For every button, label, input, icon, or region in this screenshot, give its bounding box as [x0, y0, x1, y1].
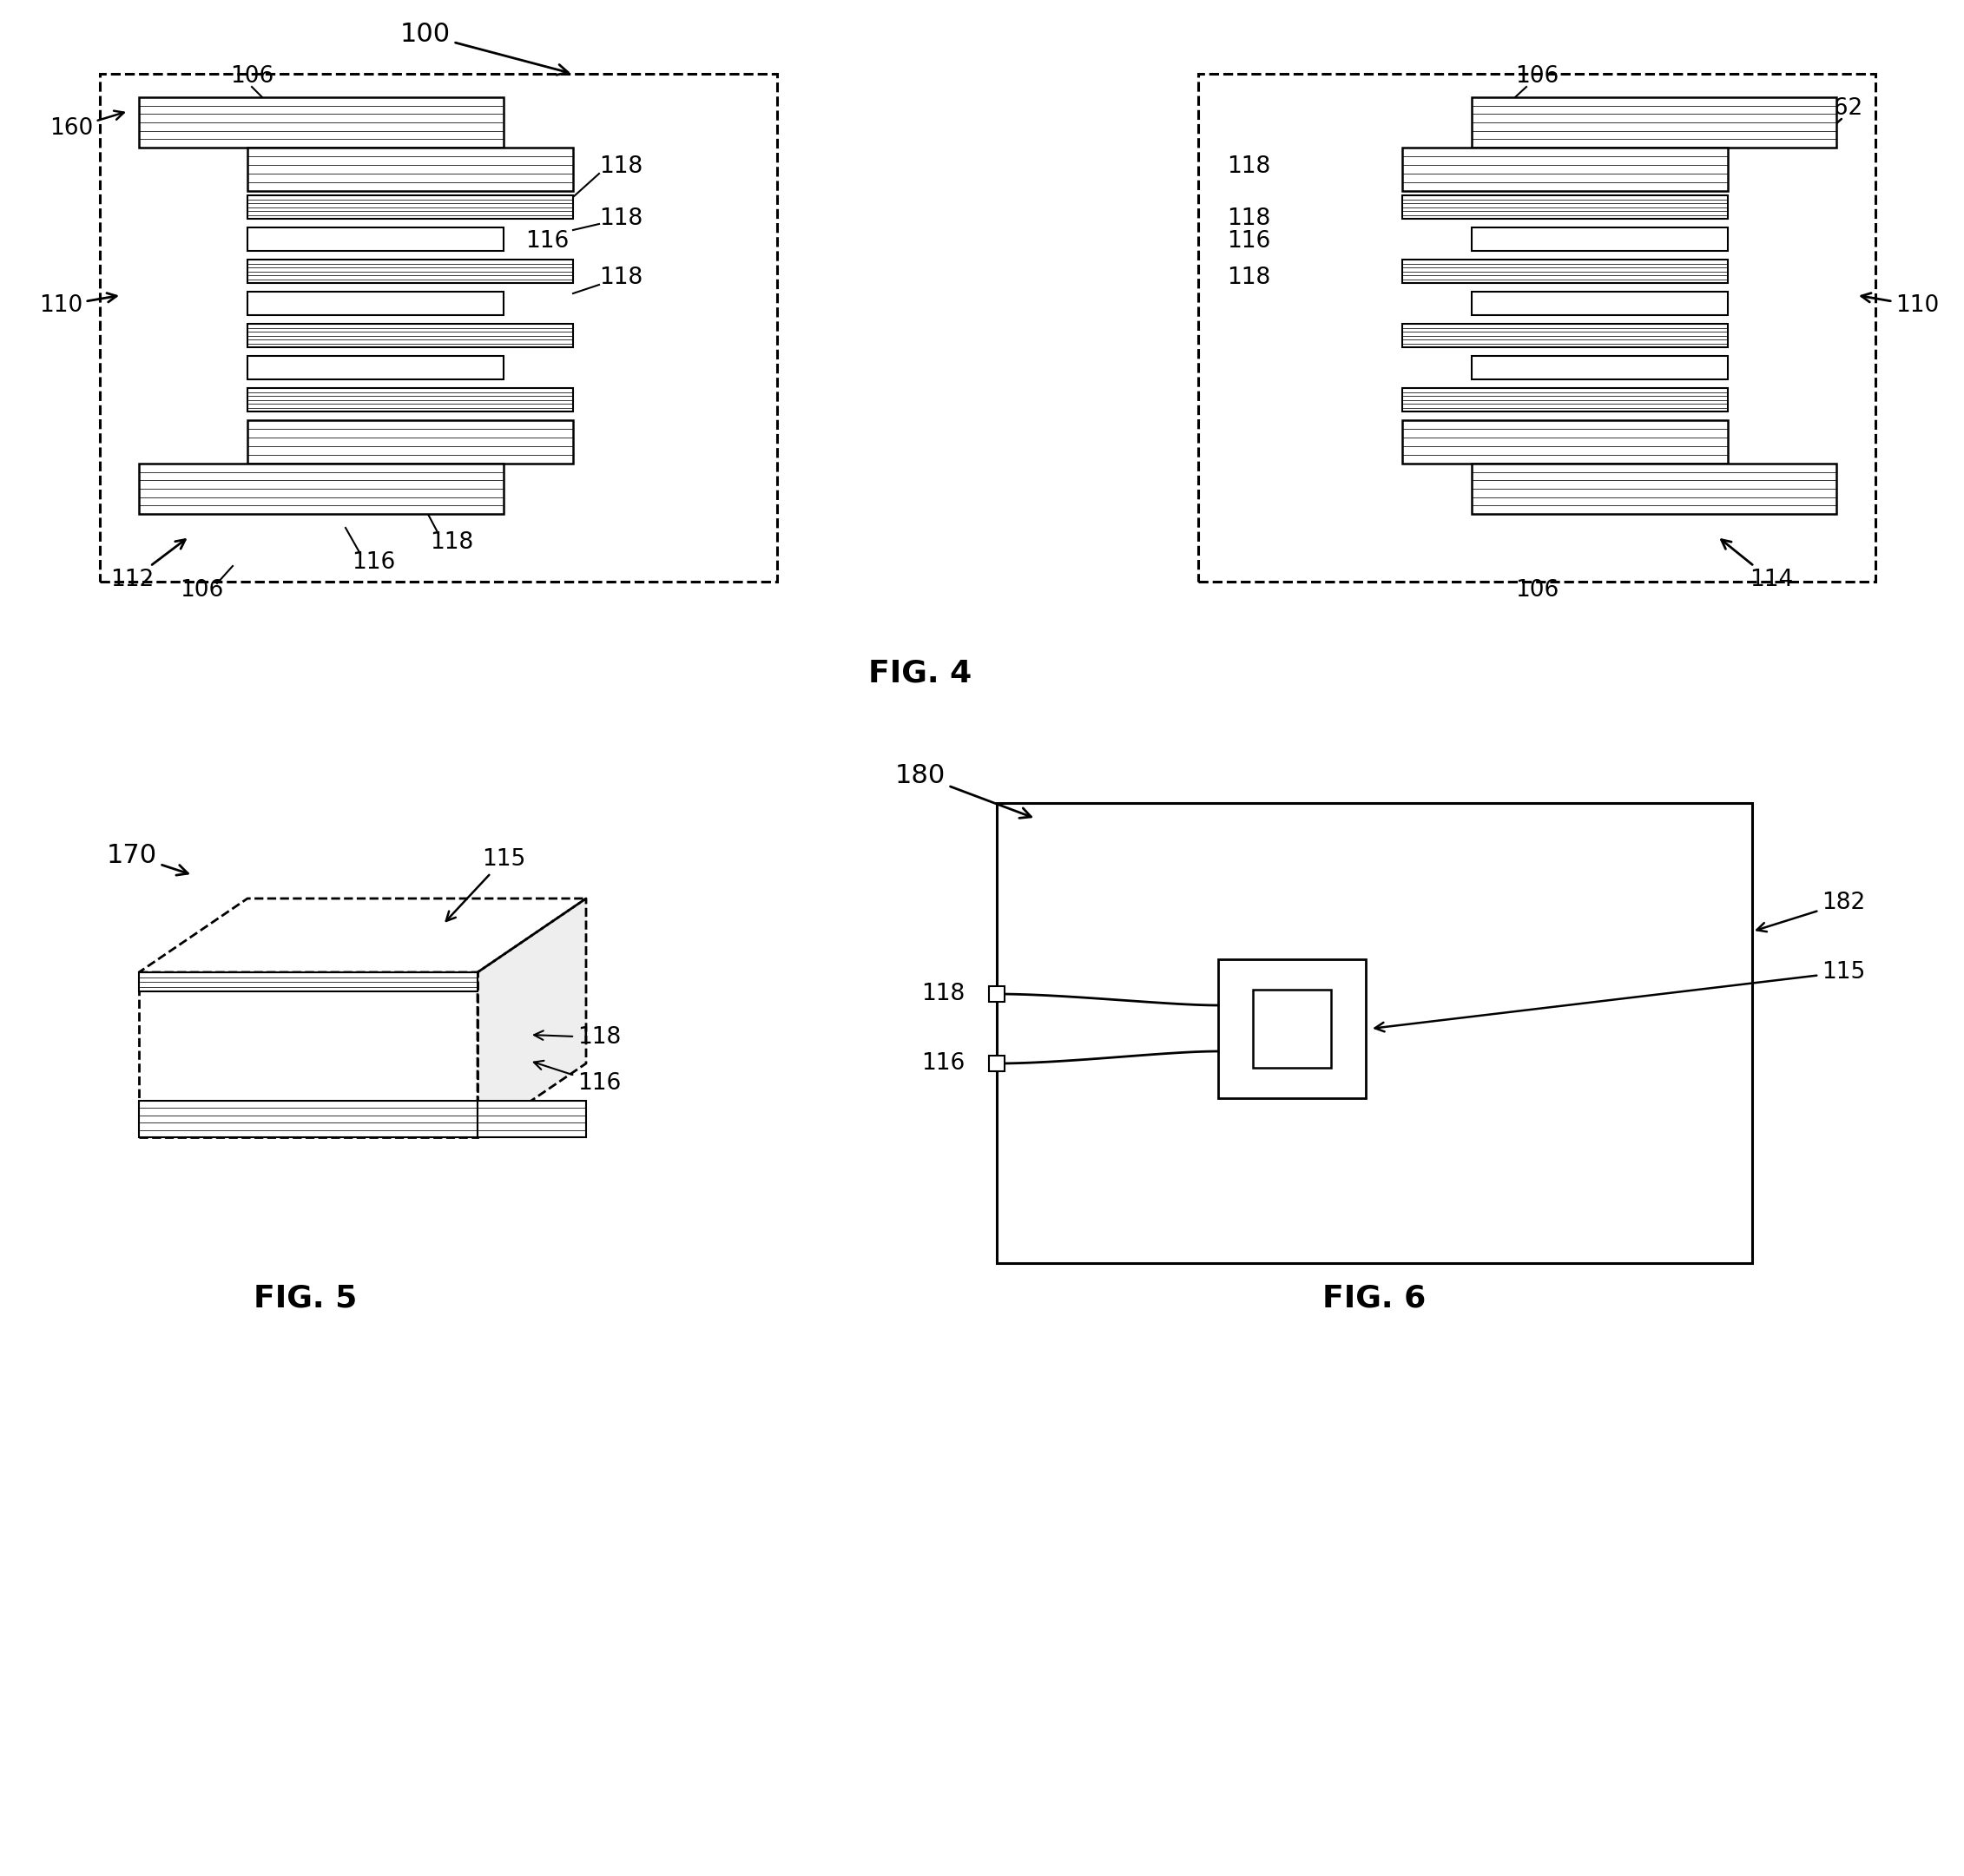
Bar	[1402, 420, 1728, 463]
Text: 170: 170	[106, 842, 189, 876]
Bar	[1471, 227, 1728, 251]
Bar	[247, 325, 573, 347]
Text: 116: 116	[1228, 231, 1271, 253]
Text: 115: 115	[1375, 961, 1866, 1032]
Text: 114: 114	[1720, 540, 1793, 591]
Bar	[247, 420, 573, 463]
Bar	[139, 98, 503, 148]
Text: 118: 118	[921, 983, 964, 1006]
Text: 118: 118	[430, 531, 473, 553]
Bar	[247, 195, 573, 219]
Text: 118: 118	[1228, 156, 1271, 178]
Text: 106: 106	[230, 66, 273, 88]
Bar	[1253, 991, 1332, 1067]
Text: 116: 116	[921, 1052, 964, 1075]
Text: 180: 180	[896, 764, 1031, 818]
Bar	[1471, 463, 1836, 514]
Text: FIG. 5: FIG. 5	[253, 1283, 357, 1313]
Text: 110: 110	[39, 293, 116, 317]
Bar	[1198, 73, 1876, 582]
Bar	[1402, 388, 1728, 411]
Text: 118: 118	[599, 208, 642, 231]
Bar	[1471, 98, 1836, 148]
Text: 118: 118	[599, 266, 642, 289]
Text: 110: 110	[1862, 293, 1938, 317]
Bar	[139, 972, 477, 1137]
Text: 116: 116	[534, 1060, 621, 1096]
Text: 118: 118	[1228, 266, 1271, 289]
Bar	[247, 148, 573, 191]
Text: 118: 118	[1228, 208, 1271, 231]
Text: 160: 160	[49, 111, 124, 141]
Text: 106: 106	[1514, 66, 1559, 88]
Bar	[247, 227, 503, 251]
Bar	[998, 803, 1752, 1263]
Bar	[990, 987, 1004, 1002]
Text: 116: 116	[524, 231, 570, 253]
Bar	[1218, 959, 1365, 1097]
Bar	[247, 356, 503, 379]
Bar	[1471, 291, 1728, 315]
Bar	[100, 73, 778, 582]
Text: FIG. 4: FIG. 4	[868, 658, 972, 687]
Text: 100: 100	[401, 23, 568, 75]
Text: 106: 106	[179, 580, 224, 602]
Bar	[139, 1101, 477, 1137]
Bar	[247, 388, 573, 411]
Bar	[477, 1101, 585, 1137]
Text: 115: 115	[446, 848, 526, 921]
Polygon shape	[477, 899, 585, 1137]
Text: 118: 118	[534, 1026, 621, 1049]
Text: 162: 162	[1819, 98, 1862, 126]
Bar	[990, 1056, 1004, 1071]
Bar	[1402, 325, 1728, 347]
Bar	[247, 259, 573, 283]
Bar	[139, 972, 477, 991]
Text: 118: 118	[599, 156, 642, 178]
Text: 182: 182	[1756, 891, 1866, 932]
Bar	[1471, 356, 1728, 379]
Bar	[1402, 148, 1728, 191]
Bar	[1402, 259, 1728, 283]
Bar	[247, 291, 503, 315]
Bar	[1402, 195, 1728, 219]
Text: 112: 112	[110, 540, 185, 591]
Text: 106: 106	[1514, 580, 1559, 602]
Polygon shape	[139, 899, 585, 972]
Bar	[139, 463, 503, 514]
Text: 116: 116	[352, 552, 395, 574]
Text: FIG. 6: FIG. 6	[1322, 1283, 1426, 1313]
